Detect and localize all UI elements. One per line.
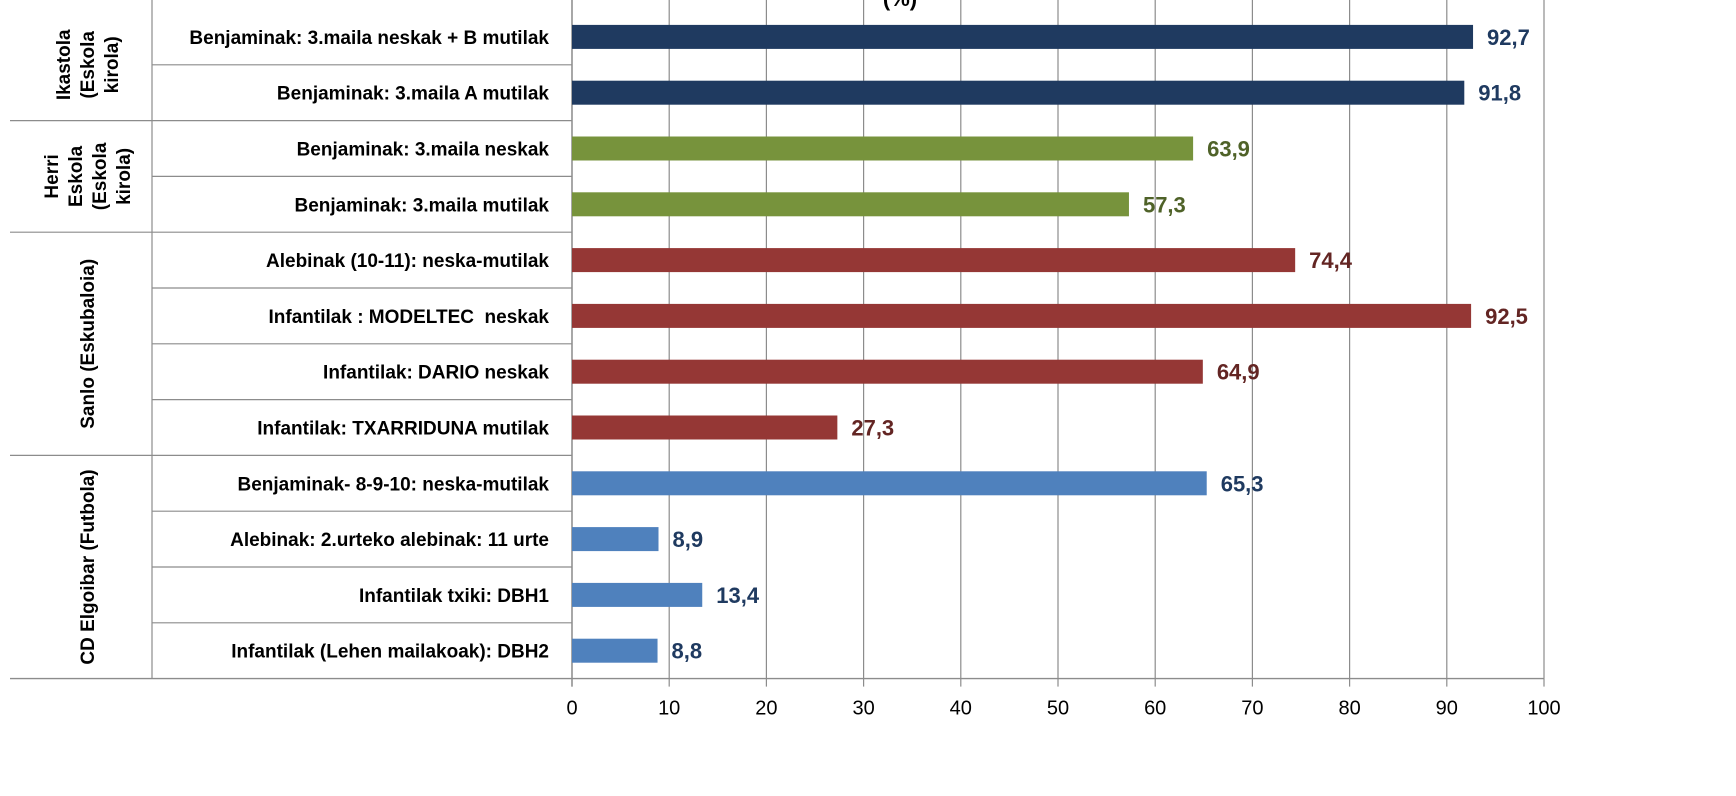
- group-label-line: (Eskola: [78, 31, 99, 99]
- category-label: Alebinak: 2.urteko alebinak: 11 urte: [230, 530, 549, 551]
- data-label: 57,3: [1143, 192, 1186, 217]
- group-label-line: Ikastola: [54, 29, 75, 100]
- category-label: Alebinak (10-11): neska-mutilak: [266, 251, 549, 272]
- bar: [572, 638, 658, 663]
- x-tick-label: 30: [852, 698, 874, 720]
- x-tick-label: 20: [755, 698, 777, 720]
- group-label-line: Sanlo (Eskubaloia): [78, 259, 99, 429]
- category-label: Benjaminak: 3.maila mutilak: [295, 195, 550, 216]
- x-tick-label: 10: [658, 698, 680, 720]
- data-label: 13,4: [716, 583, 760, 608]
- x-tick-label: 90: [1436, 698, 1458, 720]
- x-axis-ticks: 0 10 20 30 40 50 60 70 80 90 100: [566, 678, 1561, 720]
- data-label: 92,5: [1485, 304, 1528, 329]
- gridlines: [571, 0, 1545, 679]
- category-label: Benjaminak: 3.maila A mutilak: [277, 84, 550, 105]
- data-label: 63,9: [1207, 137, 1250, 162]
- x-tick-label: 70: [1241, 698, 1263, 720]
- category-label: Infantilak txiki: DBH1: [359, 586, 549, 607]
- data-label: 8,8: [672, 639, 703, 664]
- bar: [572, 582, 703, 607]
- group-label-line: (Eskola: [90, 142, 111, 210]
- group-labels: Ikastola (Eskola kirola)Herri Eskola (Eskola…: [42, 29, 135, 665]
- x-tick-label: 40: [950, 698, 972, 720]
- data-label: 8,9: [673, 527, 704, 552]
- bar: [572, 415, 838, 440]
- category-label: Infantilak: TXARRIDUNA mutilak: [257, 419, 549, 440]
- category-label: Benjaminak: 3.maila neskak: [297, 140, 550, 161]
- data-label: 64,9: [1217, 360, 1260, 385]
- x-tick-label: 100: [1527, 698, 1560, 720]
- bar: [572, 359, 1203, 384]
- data-label: 27,3: [851, 416, 894, 441]
- chart-title: (%): [883, 0, 917, 11]
- bar: [572, 192, 1129, 217]
- data-label: 92,7: [1487, 25, 1530, 50]
- bar: [572, 136, 1194, 161]
- bar: [572, 248, 1296, 273]
- chart-frame: [10, 0, 1544, 687]
- bar: [572, 303, 1472, 328]
- data-label: 74,4: [1309, 248, 1353, 273]
- data-label: 91,8: [1478, 81, 1521, 106]
- bar: [572, 80, 1465, 105]
- bar: [572, 24, 1474, 49]
- data-label: 65,3: [1221, 471, 1264, 496]
- category-label: Infantilak (Lehen mailakoak): DBH2: [231, 642, 549, 663]
- x-tick-label: 60: [1144, 698, 1166, 720]
- bar: [572, 471, 1207, 496]
- category-labels: Benjaminak: 3.maila neskak + B mutilak Be…: [189, 28, 549, 663]
- x-tick-label: 50: [1047, 698, 1069, 720]
- x-tick-label: 0: [566, 698, 577, 720]
- bars: 92,7 91,8 63,9 57,3 74,4 92,5 64,9 27,3 65,3 8,9 1…: [572, 24, 1530, 664]
- category-label: Benjaminak: 3.maila neskak + B mutilak: [189, 28, 549, 49]
- category-label: Benjaminak- 8-9-10: neska-mutilak: [237, 474, 549, 495]
- x-tick-label: 80: [1338, 698, 1360, 720]
- group-label: Ikastola (Eskola kirola): [54, 29, 123, 100]
- group-label: CD Elgoibar (Futbola): [78, 469, 99, 664]
- group-label-line: kirola): [102, 36, 123, 93]
- group-label: Sanlo (Eskubaloia): [78, 259, 99, 429]
- group-label: Herri Eskola (Eskola kirola): [42, 142, 135, 210]
- group-label-line: Eskola: [66, 145, 87, 207]
- group-label-line: Herri: [42, 154, 63, 198]
- category-label: Infantilak : MODELTEC neskak: [269, 307, 550, 328]
- group-label-line: CD Elgoibar (Futbola): [78, 469, 99, 664]
- category-label: Infantilak: DARIO neskak: [323, 363, 549, 384]
- bar: [572, 527, 659, 552]
- group-label-line: kirola): [114, 148, 135, 205]
